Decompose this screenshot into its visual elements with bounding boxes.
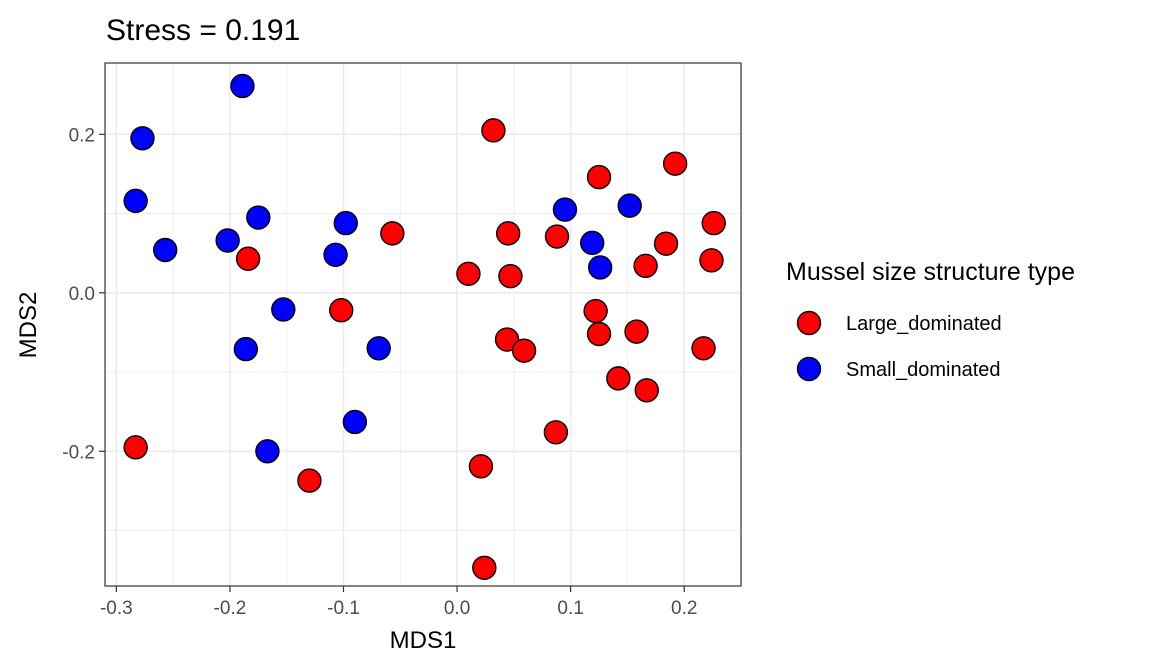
point-large-dominated: [624, 319, 649, 344]
point-large-dominated: [481, 118, 506, 143]
point-large-dominated: [691, 336, 716, 361]
point-small-dominated: [617, 193, 642, 218]
legend-title: Mussel size structure type: [786, 258, 1075, 286]
point-large-dominated: [583, 298, 608, 324]
legend-label-small-dominated: Small_dominated: [846, 359, 1001, 381]
point-large-dominated: [653, 231, 679, 256]
point-large-dominated: [662, 151, 688, 176]
point-small-dominated: [246, 205, 271, 230]
x-axis-ticks: -0.3 -0.2 -0.1 0.0 0.1 0.2: [100, 586, 697, 619]
point-large-dominated: [494, 327, 520, 352]
point-small-dominated: [342, 409, 368, 435]
point-small-dominated: [255, 439, 280, 464]
point-small-dominated: [152, 237, 178, 263]
x-tick-label: 0.1: [557, 598, 583, 619]
point-large-dominated: [633, 253, 658, 279]
point-large-dominated: [511, 338, 537, 363]
point-large-dominated: [701, 210, 726, 236]
x-axis-title: MDS1: [390, 627, 457, 654]
y-axis-title: MDS2: [15, 292, 42, 359]
chart-title: Stress = 0.191: [106, 14, 300, 47]
legend-label-large-dominated: Large_dominated: [846, 313, 1002, 335]
point-large-dominated: [495, 221, 521, 246]
legend-key-small-dominated: [796, 356, 822, 382]
point-small-dominated: [233, 336, 259, 362]
point-small-dominated: [323, 242, 348, 267]
y-tick-label: 0.2: [69, 125, 95, 146]
x-tick-label: -0.1: [327, 598, 360, 619]
x-tick-label: -0.3: [100, 598, 133, 619]
point-small-dominated: [215, 228, 240, 253]
point-large-dominated: [544, 224, 570, 249]
x-tick-label: 0.2: [671, 598, 697, 619]
point-large-dominated: [472, 555, 497, 580]
point-large-dominated: [586, 321, 612, 347]
point-small-dominated: [230, 73, 255, 99]
point-large-dominated: [543, 420, 569, 445]
legend-items: Large_dominated Small_dominated: [796, 310, 1002, 382]
data-points: [123, 73, 726, 580]
point-large-dominated: [235, 246, 261, 271]
grid-major: [105, 63, 741, 586]
y-axis-ticks: -0.2 0.0 0.2: [62, 125, 105, 463]
point-small-dominated: [366, 336, 391, 361]
point-large-dominated: [634, 378, 659, 403]
y-tick-label: 0.0: [69, 284, 95, 305]
x-tick-label: 0.0: [444, 598, 470, 619]
point-small-dominated: [271, 297, 296, 322]
point-large-dominated: [498, 263, 523, 289]
point-large-dominated: [586, 164, 612, 190]
point-small-dominated: [333, 210, 358, 236]
point-small-dominated: [130, 126, 155, 151]
point-small-dominated: [587, 255, 613, 280]
point-large-dominated: [606, 366, 631, 391]
point-large-dominated: [468, 454, 494, 479]
point-large-dominated: [456, 261, 481, 286]
x-tick-label: -0.2: [214, 598, 247, 619]
point-large-dominated: [123, 435, 148, 460]
point-small-dominated: [123, 188, 148, 214]
y-tick-label: -0.2: [62, 442, 95, 463]
point-large-dominated: [329, 298, 354, 323]
point-small-dominated: [552, 197, 578, 222]
plot-border: [104, 62, 742, 587]
point-small-dominated: [580, 230, 605, 256]
point-large-dominated: [297, 468, 322, 493]
point-large-dominated: [699, 248, 724, 273]
point-large-dominated: [380, 221, 405, 246]
legend: Mussel size structure type Large_dominat…: [786, 258, 1075, 382]
legend-key-large-dominated: [796, 310, 822, 336]
